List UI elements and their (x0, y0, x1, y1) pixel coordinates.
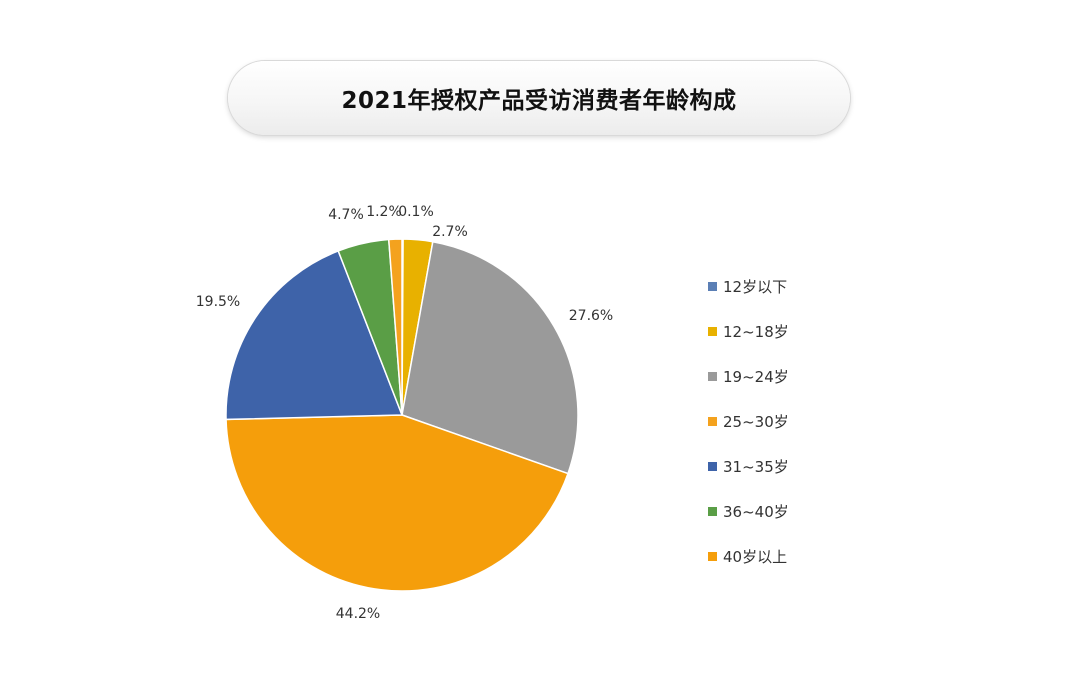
legend-item: 12岁以下 (708, 264, 789, 309)
pie-data-label: 2.7% (432, 224, 468, 240)
legend-item: 25~30岁 (708, 399, 789, 444)
legend-swatch (708, 462, 717, 471)
legend-swatch (708, 417, 717, 426)
legend-label: 12~18岁 (723, 323, 789, 341)
chart-legend: 12岁以下 12~18岁 19~24岁 25~30岁 31~35岁 36~40岁 40岁以上 (708, 264, 789, 579)
legend-swatch (708, 282, 717, 291)
legend-label: 31~35岁 (723, 458, 789, 476)
legend-item: 40岁以上 (708, 534, 789, 579)
legend-label: 12岁以下 (723, 278, 788, 296)
pie-data-label: 0.1% (398, 204, 434, 220)
pie-slice-4 (225, 414, 569, 592)
chart-title-banner: 2021年授权产品受访消费者年龄构成 (228, 61, 850, 135)
pie-data-label: 1.2% (366, 204, 402, 220)
pie-slice-3 (401, 240, 579, 475)
legend-swatch (708, 327, 717, 336)
pie-data-label: 27.6% (569, 308, 613, 324)
pie-data-label: 4.7% (328, 207, 364, 223)
pie-data-label: 44.2% (336, 606, 380, 622)
legend-swatch (708, 507, 717, 516)
legend-swatch (708, 372, 717, 381)
pie-data-label: 19.5% (196, 294, 240, 310)
pie-slice-5 (225, 249, 404, 421)
legend-label: 25~30岁 (723, 413, 789, 431)
legend-item: 31~35岁 (708, 444, 789, 489)
legend-label: 19~24岁 (723, 368, 789, 386)
legend-item: 36~40岁 (708, 489, 789, 534)
legend-label: 40岁以上 (723, 548, 788, 566)
legend-item: 12~18岁 (708, 309, 789, 354)
legend-swatch (708, 552, 717, 561)
chart-title: 2021年授权产品受访消费者年龄构成 (341, 88, 737, 114)
pie-slice-7 (387, 238, 403, 416)
legend-item: 19~24岁 (708, 354, 789, 399)
legend-label: 36~40岁 (723, 503, 789, 521)
